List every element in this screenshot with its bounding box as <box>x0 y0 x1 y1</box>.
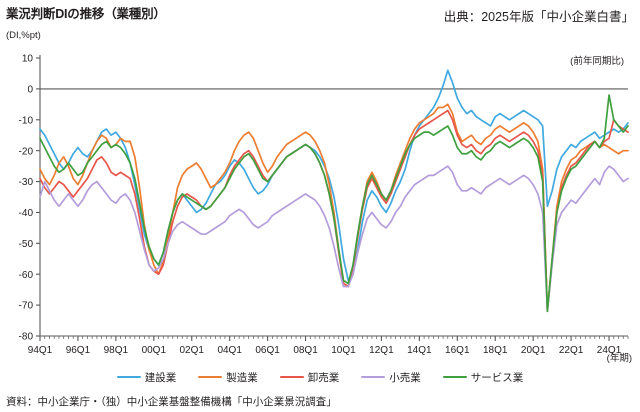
x-axis-tick-label: 16Q1 <box>445 345 470 356</box>
x-axis-tick-label: 20Q1 <box>521 345 546 356</box>
y-axis-tick-label: -20 <box>19 146 34 157</box>
x-axis-tick-label: 22Q1 <box>559 345 584 356</box>
series-line-manufacturing <box>39 103 629 313</box>
y-axis-tick-label: -60 <box>19 270 34 281</box>
legend-color-swatch <box>361 375 386 379</box>
page-title: 業況判断DIの推移（業種別） <box>6 7 166 21</box>
year-over-year-note: (前年同期比) <box>570 56 624 67</box>
legend-item[interactable]: 小売業 <box>361 370 421 385</box>
x-axis-tick-label: 14Q1 <box>407 345 432 356</box>
legend-item-label: 建設業 <box>144 371 177 384</box>
legend-color-swatch <box>442 375 467 379</box>
y-axis-tick-label: -80 <box>19 332 34 343</box>
legend-item[interactable]: 製造業 <box>198 370 258 385</box>
x-axis-tick-label: 02Q1 <box>180 345 205 356</box>
legend-item[interactable]: サービス業 <box>442 370 524 385</box>
legend-item-label: 卸売業 <box>307 371 340 384</box>
chart-legend: 建設業 製造業 卸売業 小売業 サービス業 <box>0 366 640 388</box>
y-axis-tick-label: 0 <box>27 84 33 95</box>
x-axis-tick-label: 10Q1 <box>331 345 356 356</box>
y-axis-unit-label: (DI,%pt) <box>6 30 41 41</box>
x-axis-tick-label: 00Q1 <box>142 345 167 356</box>
y-axis-tick-label: -40 <box>19 208 34 219</box>
y-axis-tick-label: -70 <box>19 301 34 312</box>
legend-item[interactable]: 建設業 <box>116 370 177 385</box>
x-axis-tick-label: 94Q1 <box>28 345 53 356</box>
legend-item-label: サービス業 <box>470 371 524 384</box>
x-axis-tick-label: 98Q1 <box>104 345 129 356</box>
legend-item-label: 小売業 <box>389 371 421 384</box>
x-axis-tick-label: 06Q1 <box>255 345 280 356</box>
x-axis-tick-label: 96Q1 <box>66 345 91 356</box>
legend-color-swatch <box>116 375 141 379</box>
x-axis-tick-label: 12Q1 <box>369 345 394 356</box>
x-axis-tick-label: 08Q1 <box>293 345 318 356</box>
x-axis-tick-label: 24Q1 <box>597 345 622 356</box>
series-line-construction <box>39 69 629 282</box>
line-chart: 10 0 -10 -20 -30 -40 -50 -60 -70 -80 94Q1 96Q1 98Q1 0… <box>19 54 629 356</box>
y-axis-tick-label: -50 <box>19 239 34 250</box>
legend-color-swatch <box>198 375 223 379</box>
legend-item[interactable]: 卸売業 <box>279 370 340 385</box>
y-axis-tick-label: -10 <box>19 115 34 126</box>
source-citation-bottom: 資料：中小企業庁・（独）中小企業基盤整備機構「中小企業景況調査」 <box>6 396 337 408</box>
series-line-retail <box>39 165 629 313</box>
legend-color-swatch <box>279 375 304 379</box>
x-axis-period-note: (年期) <box>606 353 632 364</box>
y-axis-tick-label: -30 <box>19 177 34 188</box>
x-axis-tick-label: 04Q1 <box>217 345 242 356</box>
source-citation-top: 出典：2025年版「中小企業白書」 <box>443 10 634 24</box>
x-axis-tick-label: 18Q1 <box>483 345 508 356</box>
legend-item-label: 製造業 <box>226 371 258 384</box>
series-line-service <box>39 94 629 313</box>
y-axis-tick-label: 10 <box>22 54 34 65</box>
